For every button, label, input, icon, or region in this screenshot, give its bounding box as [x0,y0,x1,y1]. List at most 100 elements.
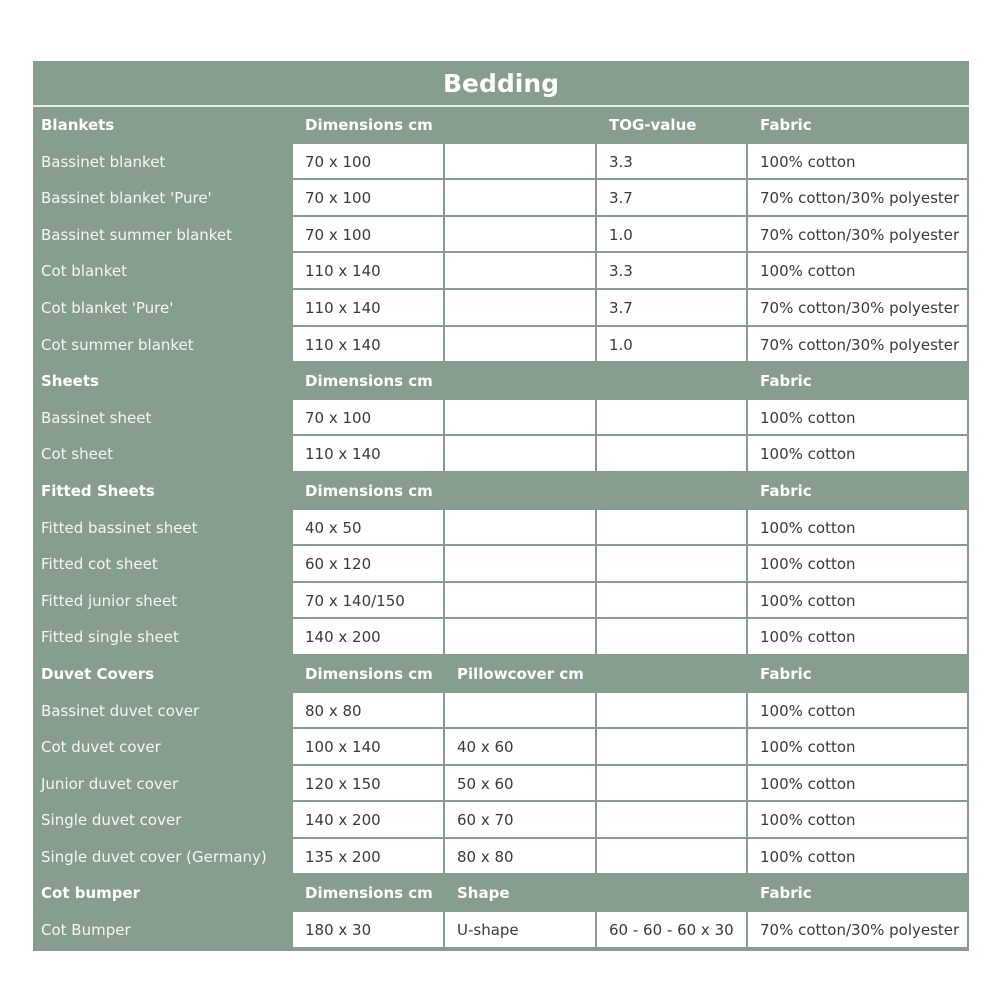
table-cell: Bassinet summer blanket [41,225,233,244]
table-cell: 140 x 200 [293,802,445,839]
column-header: Dimensions cm [305,664,433,683]
table-cell: Fitted bassinet sheet [41,518,198,537]
table-row: Fitted single sheet 140 x 200 100% cotton [33,619,969,656]
table-cell: Cot sheet [41,445,113,464]
table-cell: 100% cotton [748,509,969,547]
table-cell: 80 x 80 [293,692,445,730]
column-header [445,107,597,144]
section-header: Duvet Covers Dimensions cm Pillowcover cm F… [33,656,969,693]
table-cell: 100% cotton [748,802,969,839]
table-cell: Cot duvet cover [41,738,161,757]
table-row: Cot blanket 110 x 140 3.3 100% cotton [33,253,969,290]
table-cell: 40 x 50 [293,509,445,547]
table-cell [597,765,748,803]
table-row: Fitted junior sheet 70 x 140/150 100% cott… [33,582,969,620]
table-cell: 50 x 60 [445,765,597,803]
column-header: Fabric [760,372,812,391]
table-cell: 70 x 100 [293,399,445,437]
table-cell [597,546,748,583]
table-cell: 100% cotton [748,692,969,730]
table-cell [597,838,748,876]
table-cell: Cot summer blanket [41,335,194,354]
table-cell: 80 x 80 [445,838,597,876]
table-row: Junior duvet cover 120 x 150 50 x 60 100% c… [33,765,969,803]
column-header: Cot bumper [41,884,141,903]
table-cell: Bassinet blanket 'Pure' [41,189,212,208]
table-cell: Fitted cot sheet [41,555,158,574]
table-cell: 70% cotton/30% polyester [748,216,969,254]
table-cell: 70 x 100 [293,143,445,181]
table-cell [445,582,597,620]
table-cell: 60 - 60 - 60 x 30 [597,912,748,949]
table-cell [445,399,597,437]
column-header [445,363,597,400]
table-cell [445,692,597,730]
table-cell [597,692,748,730]
table-cell: 40 x 60 [445,729,597,766]
table-cell: 3.3 [597,143,748,181]
table-row: Bassinet summer blanket 70 x 100 1.0 70% co… [33,216,969,254]
table-row: Single duvet cover 140 x 200 60 x 70 100% c… [33,802,969,839]
table-cell: 100 x 140 [293,729,445,766]
table-cell: 110 x 140 [293,326,445,364]
table-cell: Junior duvet cover [41,774,179,793]
table-cell: 70% cotton/30% polyester [748,180,969,217]
table-cell: Single duvet cover [41,811,182,830]
table-row: Bassinet blanket 70 x 100 3.3 100% cotton [33,143,969,181]
column-header: Shape [457,884,510,903]
table-cell: 60 x 120 [293,546,445,583]
table-cell [445,619,597,656]
column-header: Dimensions cm [305,481,433,500]
table-cell: 3.3 [597,253,748,290]
table-cell: 110 x 140 [293,289,445,327]
table-cell [597,729,748,766]
table-row: Bassinet duvet cover 80 x 80 100% cotton [33,692,969,730]
table-cell: 70 x 100 [293,216,445,254]
table-cell [597,802,748,839]
column-header: Sheets [41,372,99,391]
table-cell: 60 x 70 [445,802,597,839]
section-header: Cot bumper Dimensions cm Shape Fabric [33,875,969,912]
column-header: Dimensions cm [305,884,433,903]
table-cell: Single duvet cover (Germany) [41,847,267,866]
table-cell: U-shape [445,912,597,949]
table-row: Cot Bumper 180 x 30 U-shape 60 - 60 - 60 x … [33,912,969,949]
section-header: Fitted Sheets Dimensions cm Fabric [33,473,969,510]
table-cell: 1.0 [597,326,748,364]
table-cell [445,253,597,290]
table-cell [597,619,748,656]
table-cell: Bassinet blanket [41,152,166,171]
table-cell: 1.0 [597,216,748,254]
table-cell: 100% cotton [748,399,969,437]
column-header: Fabric [760,481,812,500]
table-row: Bassinet blanket 'Pure' 70 x 100 3.7 70% co… [33,180,969,217]
table-cell: Cot Bumper [41,921,131,940]
table-cell: 100% cotton [748,253,969,290]
table-cell: 110 x 140 [293,436,445,473]
section-header: Blankets Dimensions cm TOG-value Fabric [33,107,969,144]
table-cell [445,546,597,583]
column-header [597,363,748,400]
table-cell [597,436,748,473]
table-row: Fitted bassinet sheet 40 x 50 100% cotton [33,509,969,547]
table-cell: 70 x 100 [293,180,445,217]
table-row: Cot sheet 110 x 140 100% cotton [33,436,969,473]
table-cell [597,582,748,620]
table-cell: 180 x 30 [293,912,445,949]
column-header: TOG-value [609,116,697,134]
bedding-table: Bedding Blankets Dimensions cm TOG-value Fa… [33,61,969,951]
table-cell: 3.7 [597,289,748,327]
table-cell: Cot blanket [41,262,127,281]
table-title: Bedding [33,61,969,107]
table-cell: Fitted junior sheet [41,591,178,610]
table-row: Bassinet sheet 70 x 100 100% cotton [33,399,969,437]
table-cell: 3.7 [597,180,748,217]
table-cell [597,509,748,547]
table-cell: 70% cotton/30% polyester [748,912,969,949]
table-cell [445,180,597,217]
column-header [445,473,597,510]
column-header: Pillowcover cm [457,664,584,683]
column-header: Duvet Covers [41,664,155,683]
table-cell: 100% cotton [748,729,969,766]
table-cell: 70% cotton/30% polyester [748,326,969,364]
